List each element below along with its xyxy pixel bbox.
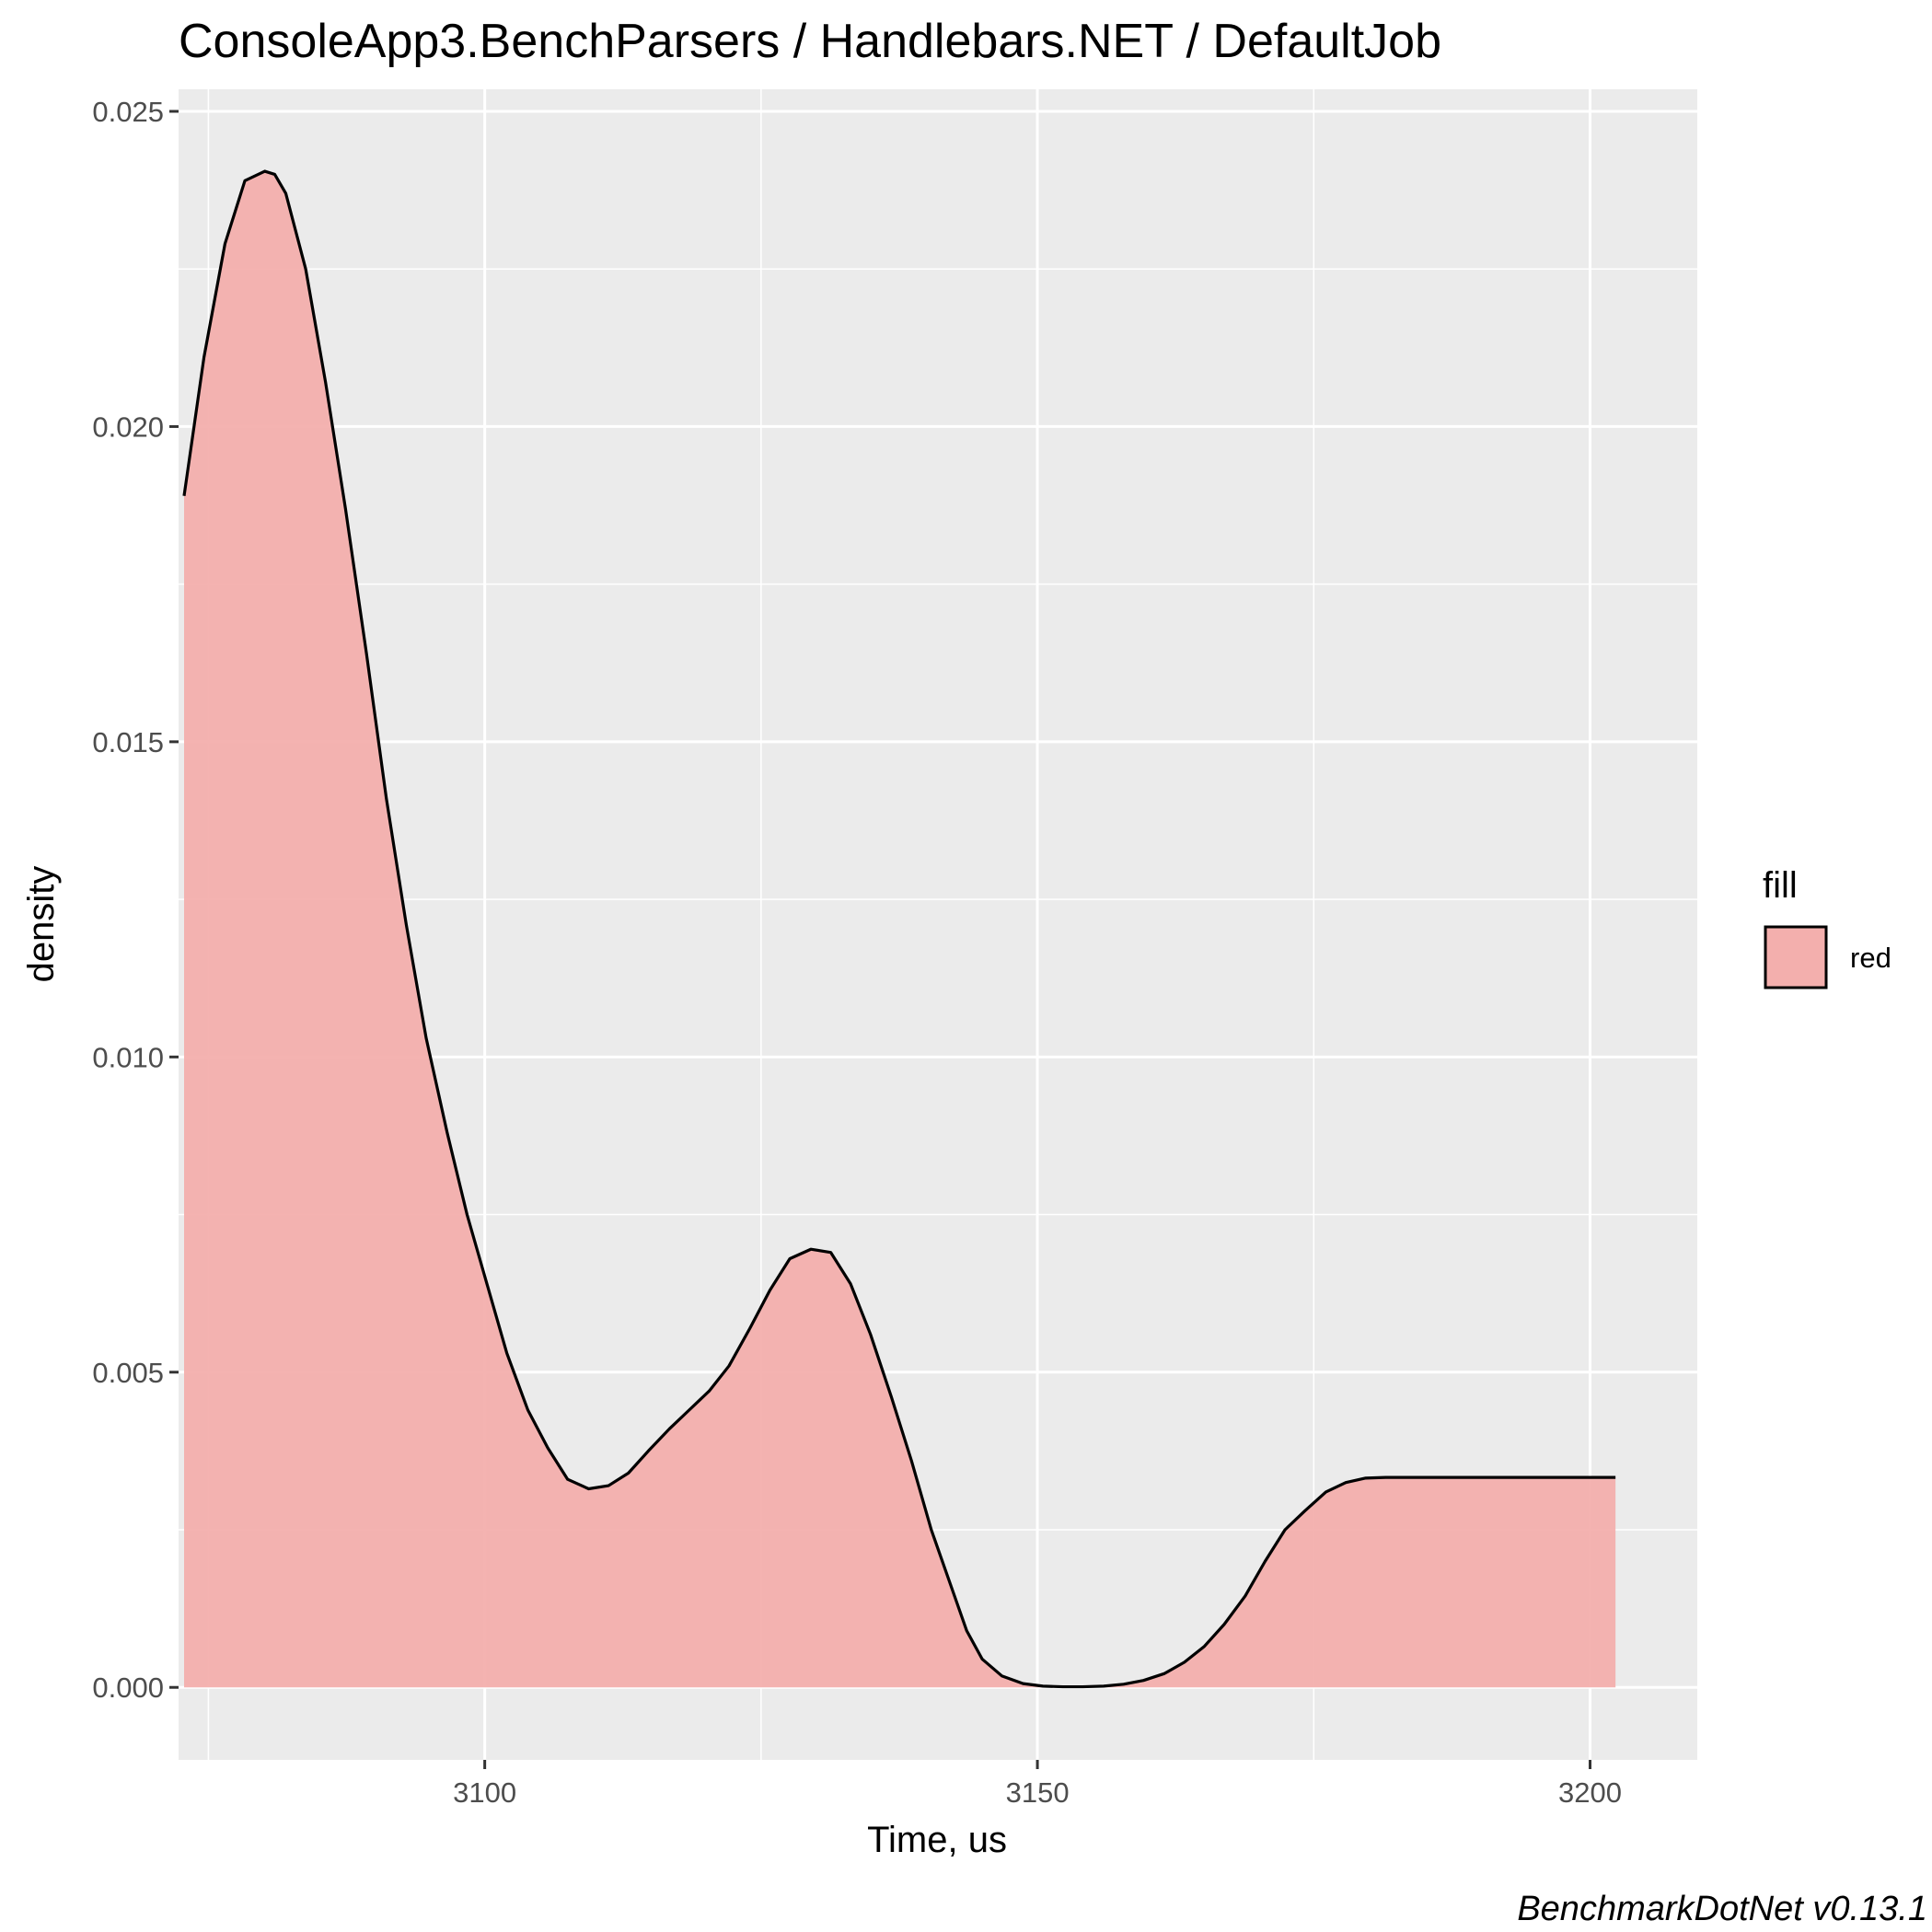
y-tick-label: 0.000	[92, 1672, 164, 1704]
chart-title: ConsoleApp3.BenchParsers / Handlebars.NE…	[179, 15, 1441, 68]
x-tick-label: 3200	[1558, 1776, 1622, 1809]
legend-entry-label: red	[1850, 942, 1892, 974]
density-area	[184, 171, 1616, 1688]
x-tick-label: 3150	[1006, 1776, 1070, 1809]
y-axis-title: density	[21, 866, 62, 983]
y-tick-label: 0.015	[92, 726, 164, 758]
density-curve	[182, 169, 1616, 1689]
x-tick-label: 3100	[453, 1776, 516, 1809]
caption: BenchmarkDotNet v0.13.1	[1517, 1890, 1927, 1928]
y-axis-ticks: 0.000 0.005 0.010 0.015 0.020 0.025	[92, 96, 179, 1704]
y-tick-label: 0.010	[92, 1041, 164, 1073]
x-axis-title: Time, us	[867, 1820, 1007, 1860]
legend-key-swatch	[1764, 925, 1828, 989]
legend-title: fill	[1763, 865, 1798, 906]
legend: fill red	[1763, 865, 1892, 989]
y-tick-label: 0.025	[92, 96, 164, 128]
y-tick-label: 0.005	[92, 1357, 164, 1389]
y-tick-label: 0.020	[92, 411, 164, 443]
x-axis-ticks: 3100 3150 3200	[453, 1760, 1622, 1809]
